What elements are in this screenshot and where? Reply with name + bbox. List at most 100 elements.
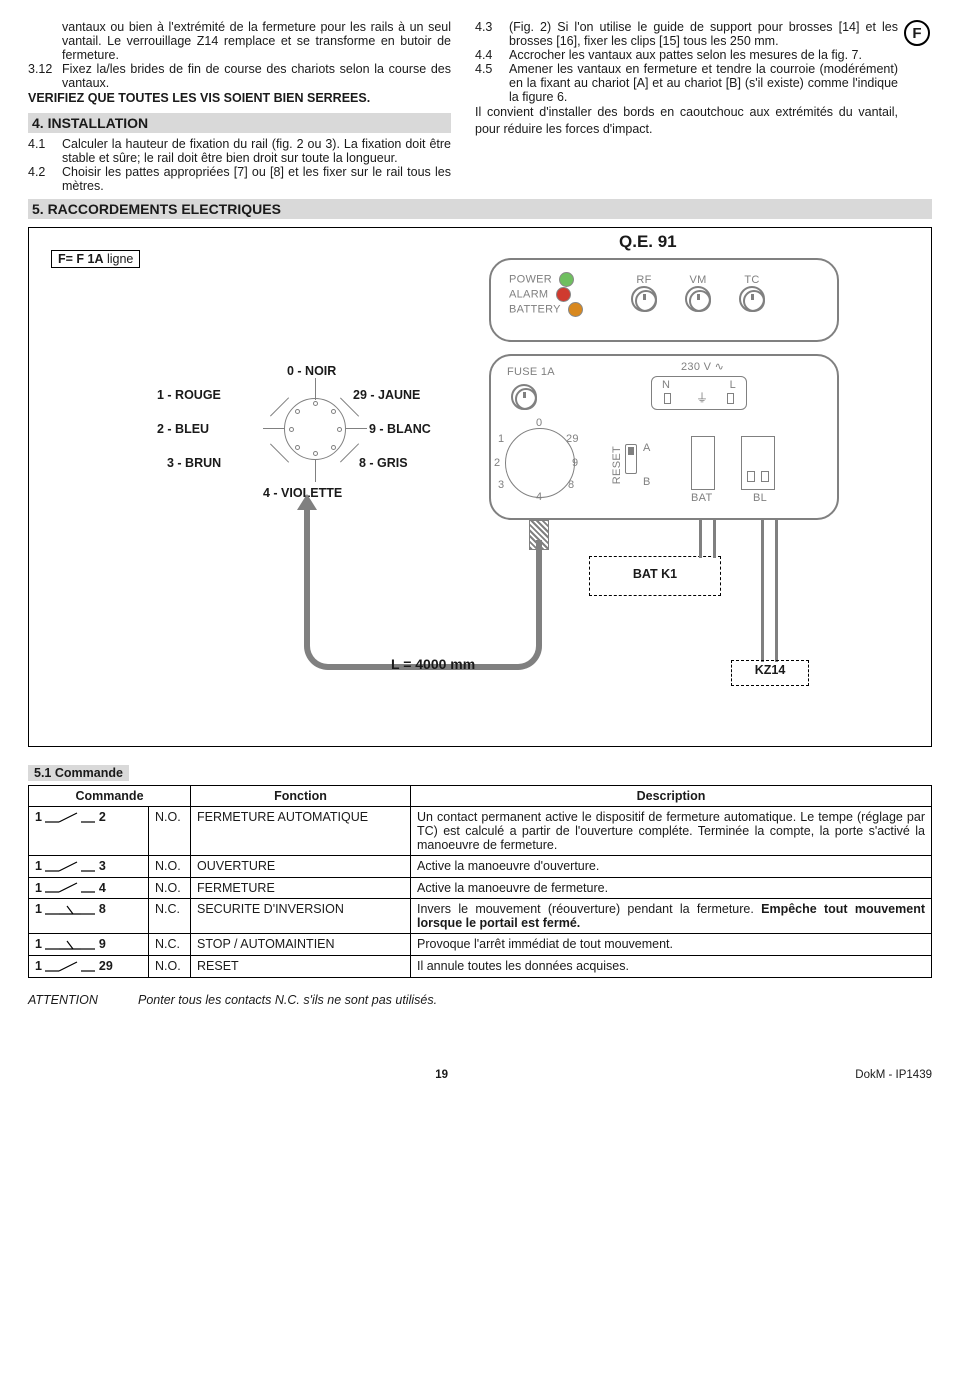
wire-label: 2 - BLEU	[157, 422, 209, 436]
th-description: Description	[411, 785, 932, 806]
label: BATTERY	[509, 303, 561, 315]
para: Amener les vantaux en fermeture et tendr…	[509, 62, 898, 104]
wire-label: 0 - NOIR	[287, 364, 336, 378]
label: POWER	[509, 273, 552, 285]
tc-knob-icon	[739, 286, 765, 312]
pin-label: 9	[572, 457, 578, 469]
description-cell: Il annule toutes les données acquises.	[411, 955, 932, 977]
th-commande: Commande	[29, 785, 191, 806]
cmd-cell: 1 29	[29, 955, 149, 977]
pin-label: 2	[494, 457, 500, 469]
control-panel-top: POWER ALARM BATTERY RF VM TC	[489, 258, 839, 342]
attention-label: ATTENTION	[28, 992, 138, 1009]
label: BL	[753, 492, 767, 504]
cmd-cell: 1 9	[29, 934, 149, 956]
type-cell: N.C.	[149, 934, 191, 956]
label: RF	[631, 274, 657, 286]
section-4: 4. INSTALLATION	[28, 113, 451, 133]
pin-label: 4	[536, 491, 542, 503]
pin-label: 1	[498, 433, 504, 445]
label: FUSE 1A	[507, 366, 555, 378]
fonction-cell: OUVERTURE	[191, 855, 411, 877]
right-column: 4.3(Fig. 2) Si l'on utilise le guide de …	[475, 20, 932, 193]
label: ALARM	[509, 288, 548, 300]
para: Accrocher les vantaux aux pattes selon l…	[509, 48, 898, 62]
label: RESET	[611, 446, 623, 484]
wire-label: 1 - ROUGE	[157, 388, 221, 402]
fonction-cell: FERMETURE AUTOMATIQUE	[191, 806, 411, 855]
description-cell: Un contact permanent active le dispositi…	[411, 806, 932, 855]
para: Fixez la/les brides de fin de course des…	[62, 62, 451, 90]
item-num: 4.2	[28, 165, 62, 193]
th-fonction: Fonction	[191, 785, 411, 806]
bat-k1-box: BAT K1	[589, 556, 721, 596]
cmd-cell: 1 2	[29, 806, 149, 855]
para: Calculer la hauteur de fixation du rail …	[62, 137, 451, 165]
verify-note: VERIFIEZ QUE TOUTES LES VIS SOIENT BIEN …	[28, 90, 451, 107]
type-cell: N.O.	[149, 955, 191, 977]
language-badge: F	[904, 20, 930, 46]
para: Il convient d'installer des bords en cao…	[475, 104, 898, 138]
label: VM	[685, 274, 711, 286]
reset-switch-icon	[625, 444, 637, 474]
cmd-cell: 1 3	[29, 855, 149, 877]
description-cell: Active la manoeuvre de fermeture.	[411, 877, 932, 899]
bl-socket-icon	[741, 436, 775, 490]
doc-id: DokM - IP1439	[855, 1069, 932, 1081]
vm-knob-icon	[685, 286, 711, 312]
label: BAT	[691, 492, 712, 504]
command-table: Commande Fonction Description 1 2N.O.FER…	[28, 785, 932, 978]
item-num: 4.1	[28, 137, 62, 165]
wire-label: 9 - BLANC	[369, 422, 431, 436]
para: (Fig. 2) Si l'on utilise le guide de sup…	[509, 20, 898, 48]
fonction-cell: FERMETURE	[191, 877, 411, 899]
pin-label: 0	[536, 417, 542, 429]
description-cell: Invers le mouvement (réouverture) pendan…	[411, 899, 932, 934]
para: vantaux ou bien à l'extrémité de la ferm…	[62, 20, 451, 62]
label: 230 V ∿	[681, 360, 724, 373]
wire-label: 8 - GRIS	[359, 456, 408, 470]
arrow-icon	[297, 494, 317, 510]
cable-icon	[304, 540, 542, 670]
pin-label: 29	[566, 433, 579, 445]
wire-label: 3 - BRUN	[167, 456, 221, 470]
wiring-diagram: F= F 1A ligne Q.E. 91 POWER ALARM BATTER…	[28, 227, 932, 747]
label: L	[730, 379, 736, 391]
label: N	[662, 379, 670, 391]
alarm-led-icon	[556, 287, 571, 302]
item-num: 3.12	[28, 62, 62, 90]
label: A	[643, 442, 651, 454]
type-cell: N.O.	[149, 877, 191, 899]
fonction-cell: SECURITE D'INVERSION	[191, 899, 411, 934]
wire-connector-icon	[284, 398, 346, 460]
cmd-cell: 1 8	[29, 899, 149, 934]
power-led-icon	[559, 272, 574, 287]
description-cell: Provoque l'arrêt immédiat de tout mouvem…	[411, 934, 932, 956]
bat-socket-icon	[691, 436, 715, 490]
qe-title: Q.E. 91	[619, 232, 677, 252]
attention-text: Ponter tous les contacts N.C. s'ils ne s…	[138, 993, 437, 1007]
page-number: 19	[435, 1069, 448, 1081]
cmd-cell: 1 4	[29, 877, 149, 899]
item-num: 4.3	[475, 20, 509, 48]
fuse-note: F= F 1A ligne	[51, 250, 140, 268]
description-cell: Active la manoeuvre d'ouverture.	[411, 855, 932, 877]
rf-knob-icon	[631, 286, 657, 312]
item-num: 4.5	[475, 62, 509, 104]
fonction-cell: STOP / AUTOMAINTIEN	[191, 934, 411, 956]
pin-label: 3	[498, 479, 504, 491]
kz14-box: KZ14	[731, 660, 809, 686]
label: TC	[739, 274, 765, 286]
type-cell: N.C.	[149, 899, 191, 934]
section-5: 5. RACCORDEMENTS ELECTRIQUES	[28, 199, 932, 219]
pin-label: 8	[568, 479, 574, 491]
item-num: 4.4	[475, 48, 509, 62]
type-cell: N.O.	[149, 855, 191, 877]
section-5-1: 5.1 Commande	[28, 765, 129, 781]
fonction-cell: RESET	[191, 955, 411, 977]
fuse-icon	[511, 384, 537, 410]
wire-label: 29 - JAUNE	[353, 388, 420, 402]
type-cell: N.O.	[149, 806, 191, 855]
left-column: vantaux ou bien à l'extrémité de la ferm…	[28, 20, 451, 193]
battery-led-icon	[568, 302, 583, 317]
